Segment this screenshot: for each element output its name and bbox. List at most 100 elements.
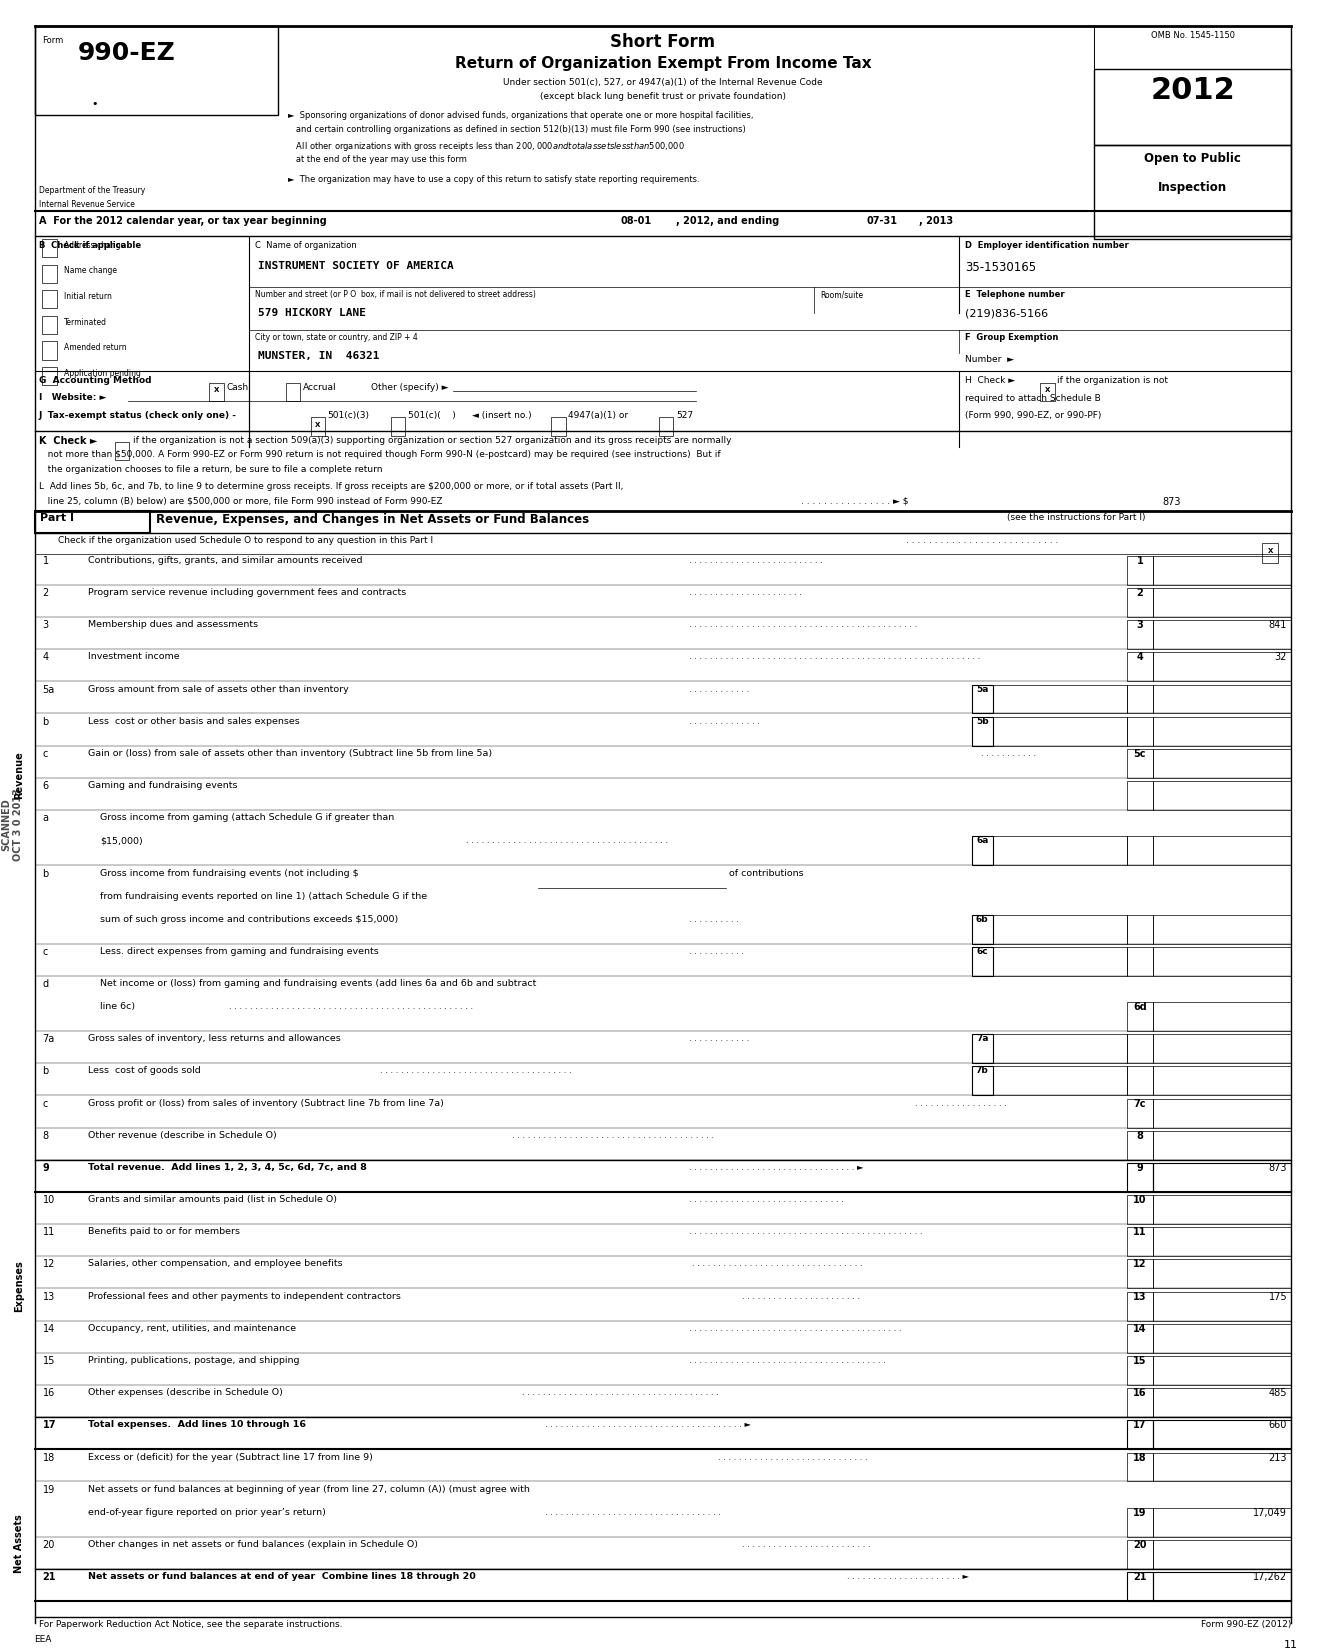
Bar <box>659 418 673 436</box>
Text: Investment income: Investment income <box>88 653 180 661</box>
Text: c: c <box>42 947 48 957</box>
Text: at the end of the year may use this form: at the end of the year may use this form <box>288 155 467 164</box>
Text: Net Assets: Net Assets <box>13 1513 24 1573</box>
Bar <box>972 1067 993 1095</box>
Text: 5a: 5a <box>975 684 989 694</box>
Text: 873: 873 <box>1163 497 1181 507</box>
Text: 4: 4 <box>1137 653 1143 662</box>
Text: Excess or (deficit) for the year (Subtract line 17 from line 9): Excess or (deficit) for the year (Subtra… <box>88 1452 374 1462</box>
Bar <box>1040 383 1055 401</box>
Text: . . . . . . . . . . . . . . . . . . . . . . . . . . . . . . . . . . . . . . . . : . . . . . . . . . . . . . . . . . . . . … <box>689 1323 902 1333</box>
Text: 19: 19 <box>42 1485 54 1495</box>
Text: (except black lung benefit trust or private foundation): (except black lung benefit trust or priv… <box>540 93 785 101</box>
Text: 2: 2 <box>1137 588 1143 598</box>
Text: 10: 10 <box>42 1194 54 1206</box>
Bar <box>1127 684 1154 714</box>
Text: 9: 9 <box>1137 1163 1143 1173</box>
Text: 841: 841 <box>1269 620 1287 631</box>
Bar <box>1154 1003 1291 1031</box>
Text: 20: 20 <box>42 1540 55 1550</box>
Text: Total expenses.  Add lines 10 through 16: Total expenses. Add lines 10 through 16 <box>88 1421 306 1429</box>
Bar <box>1154 1540 1291 1569</box>
Text: the organization chooses to file a return, be sure to file a complete return: the organization chooses to file a retur… <box>38 466 381 474</box>
Text: Number and street (or P O  box, if mail is not delivered to street address): Number and street (or P O box, if mail i… <box>255 291 536 299</box>
Text: Name change: Name change <box>63 266 116 276</box>
Bar <box>1127 1067 1154 1095</box>
Bar <box>972 915 993 943</box>
Text: Revenue, Expenses, and Changes in Net Assets or Fund Balances: Revenue, Expenses, and Changes in Net As… <box>156 514 589 525</box>
Text: 873: 873 <box>1269 1163 1287 1173</box>
Bar <box>1154 588 1291 616</box>
Text: 32: 32 <box>1275 653 1287 662</box>
Text: . . . . . . . . . . . . . . . . . . . . . . . . . . . . . . . . . .: . . . . . . . . . . . . . . . . . . . . … <box>545 1508 721 1517</box>
Bar <box>1094 26 1291 69</box>
Text: A  For the 2012 calendar year, or tax year beginning: A For the 2012 calendar year, or tax yea… <box>38 216 326 226</box>
Bar <box>1154 1421 1291 1449</box>
Bar <box>1154 653 1291 681</box>
Text: ◄ (insert no.): ◄ (insert no.) <box>473 411 532 420</box>
Bar <box>1154 748 1291 778</box>
Bar <box>1154 717 1291 745</box>
Text: 7a: 7a <box>42 1034 54 1044</box>
Text: Printing, publications, postage, and shipping: Printing, publications, postage, and shi… <box>88 1356 300 1365</box>
Text: 5a: 5a <box>42 684 54 694</box>
Bar <box>1154 1163 1291 1191</box>
Text: . . . . . . . . . . . . . . . . . . . . . . . . . . . . . . . . . . . . .: . . . . . . . . . . . . . . . . . . . . … <box>380 1067 572 1075</box>
Bar <box>1154 557 1291 585</box>
Bar <box>1154 836 1291 866</box>
Text: Less. direct expenses from gaming and fundraising events: Less. direct expenses from gaming and fu… <box>100 947 379 957</box>
Bar <box>1154 1323 1291 1353</box>
Bar <box>1127 1227 1154 1256</box>
Text: C  Name of organization: C Name of organization <box>255 241 358 249</box>
Text: and certain controlling organizations as defined in section 512(b)(13) must file: and certain controlling organizations as… <box>288 126 746 134</box>
Text: 7b: 7b <box>975 1067 989 1075</box>
Text: . . . . . . . . . . . . . . . . . . . . . . .: . . . . . . . . . . . . . . . . . . . . … <box>742 1292 859 1300</box>
Bar <box>1127 1452 1154 1482</box>
Text: . . . . . . . . . . . . . . . . . . . . . . . . . . . . . . . . . . . . . . . . : . . . . . . . . . . . . . . . . . . . . … <box>689 1227 923 1236</box>
Text: of contributions: of contributions <box>729 869 803 877</box>
Text: •: • <box>91 99 98 109</box>
Text: 4947(a)(1) or: 4947(a)(1) or <box>568 411 628 420</box>
Bar <box>1127 620 1154 649</box>
Text: . . . . . . . . . . . . . . . . . . . . . . ►: . . . . . . . . . . . . . . . . . . . . … <box>847 1573 969 1581</box>
Bar <box>42 264 57 282</box>
Text: Room/suite: Room/suite <box>821 291 863 299</box>
Text: 18: 18 <box>42 1452 54 1462</box>
Text: 17,262: 17,262 <box>1253 1573 1287 1583</box>
Text: . . . . . . . . . . . . . . . . . . . . . . . . . . . . . . . . . . . . . . . . : . . . . . . . . . . . . . . . . . . . . … <box>689 653 981 661</box>
Text: . . . . . . . . . .: . . . . . . . . . . <box>689 915 739 923</box>
Text: INSTRUMENT SOCIETY OF AMERICA: INSTRUMENT SOCIETY OF AMERICA <box>257 261 454 271</box>
Text: sum of such gross income and contributions exceeds $15,000): sum of such gross income and contributio… <box>100 915 399 923</box>
Text: . . . . . . . . . . . . . . . . . .: . . . . . . . . . . . . . . . . . . <box>915 1099 1007 1107</box>
Text: c: c <box>42 1099 48 1108</box>
Text: 15: 15 <box>1133 1356 1147 1366</box>
Text: Revenue: Revenue <box>13 752 24 800</box>
Text: . . . . . . . . . . . . . . . . . . . . . . . . . . . . . . . . . . . . . . ►: . . . . . . . . . . . . . . . . . . . . … <box>545 1421 751 1429</box>
Text: 11: 11 <box>1283 1640 1298 1650</box>
Text: 485: 485 <box>1269 1388 1287 1398</box>
Bar <box>1154 947 1291 976</box>
Text: 5c: 5c <box>1134 748 1146 758</box>
Bar <box>310 418 325 436</box>
Text: Terminated: Terminated <box>63 317 107 327</box>
Text: Initial return: Initial return <box>63 292 111 301</box>
Bar <box>1127 1573 1154 1601</box>
Bar <box>552 418 565 436</box>
Text: if the organization is not a section 509(a)(3) supporting organization or sectio: if the organization is not a section 509… <box>133 436 731 444</box>
Bar <box>1154 1259 1291 1289</box>
Text: 10: 10 <box>1133 1194 1147 1206</box>
Bar <box>1154 684 1291 714</box>
Bar <box>1127 1132 1154 1160</box>
Bar <box>42 367 57 385</box>
Bar <box>42 342 57 360</box>
Text: 15: 15 <box>42 1356 55 1366</box>
Text: Gross amount from sale of assets other than inventory: Gross amount from sale of assets other t… <box>88 684 350 694</box>
Text: H  Check ►: H Check ► <box>965 377 1015 385</box>
Text: Grants and similar amounts paid (list in Schedule O): Grants and similar amounts paid (list in… <box>88 1194 338 1204</box>
Text: 20: 20 <box>1133 1540 1147 1550</box>
Text: 6a: 6a <box>975 836 989 846</box>
Text: X: X <box>214 387 219 393</box>
Text: d: d <box>42 980 49 990</box>
Text: 4: 4 <box>42 653 49 662</box>
Bar <box>1154 1452 1291 1482</box>
